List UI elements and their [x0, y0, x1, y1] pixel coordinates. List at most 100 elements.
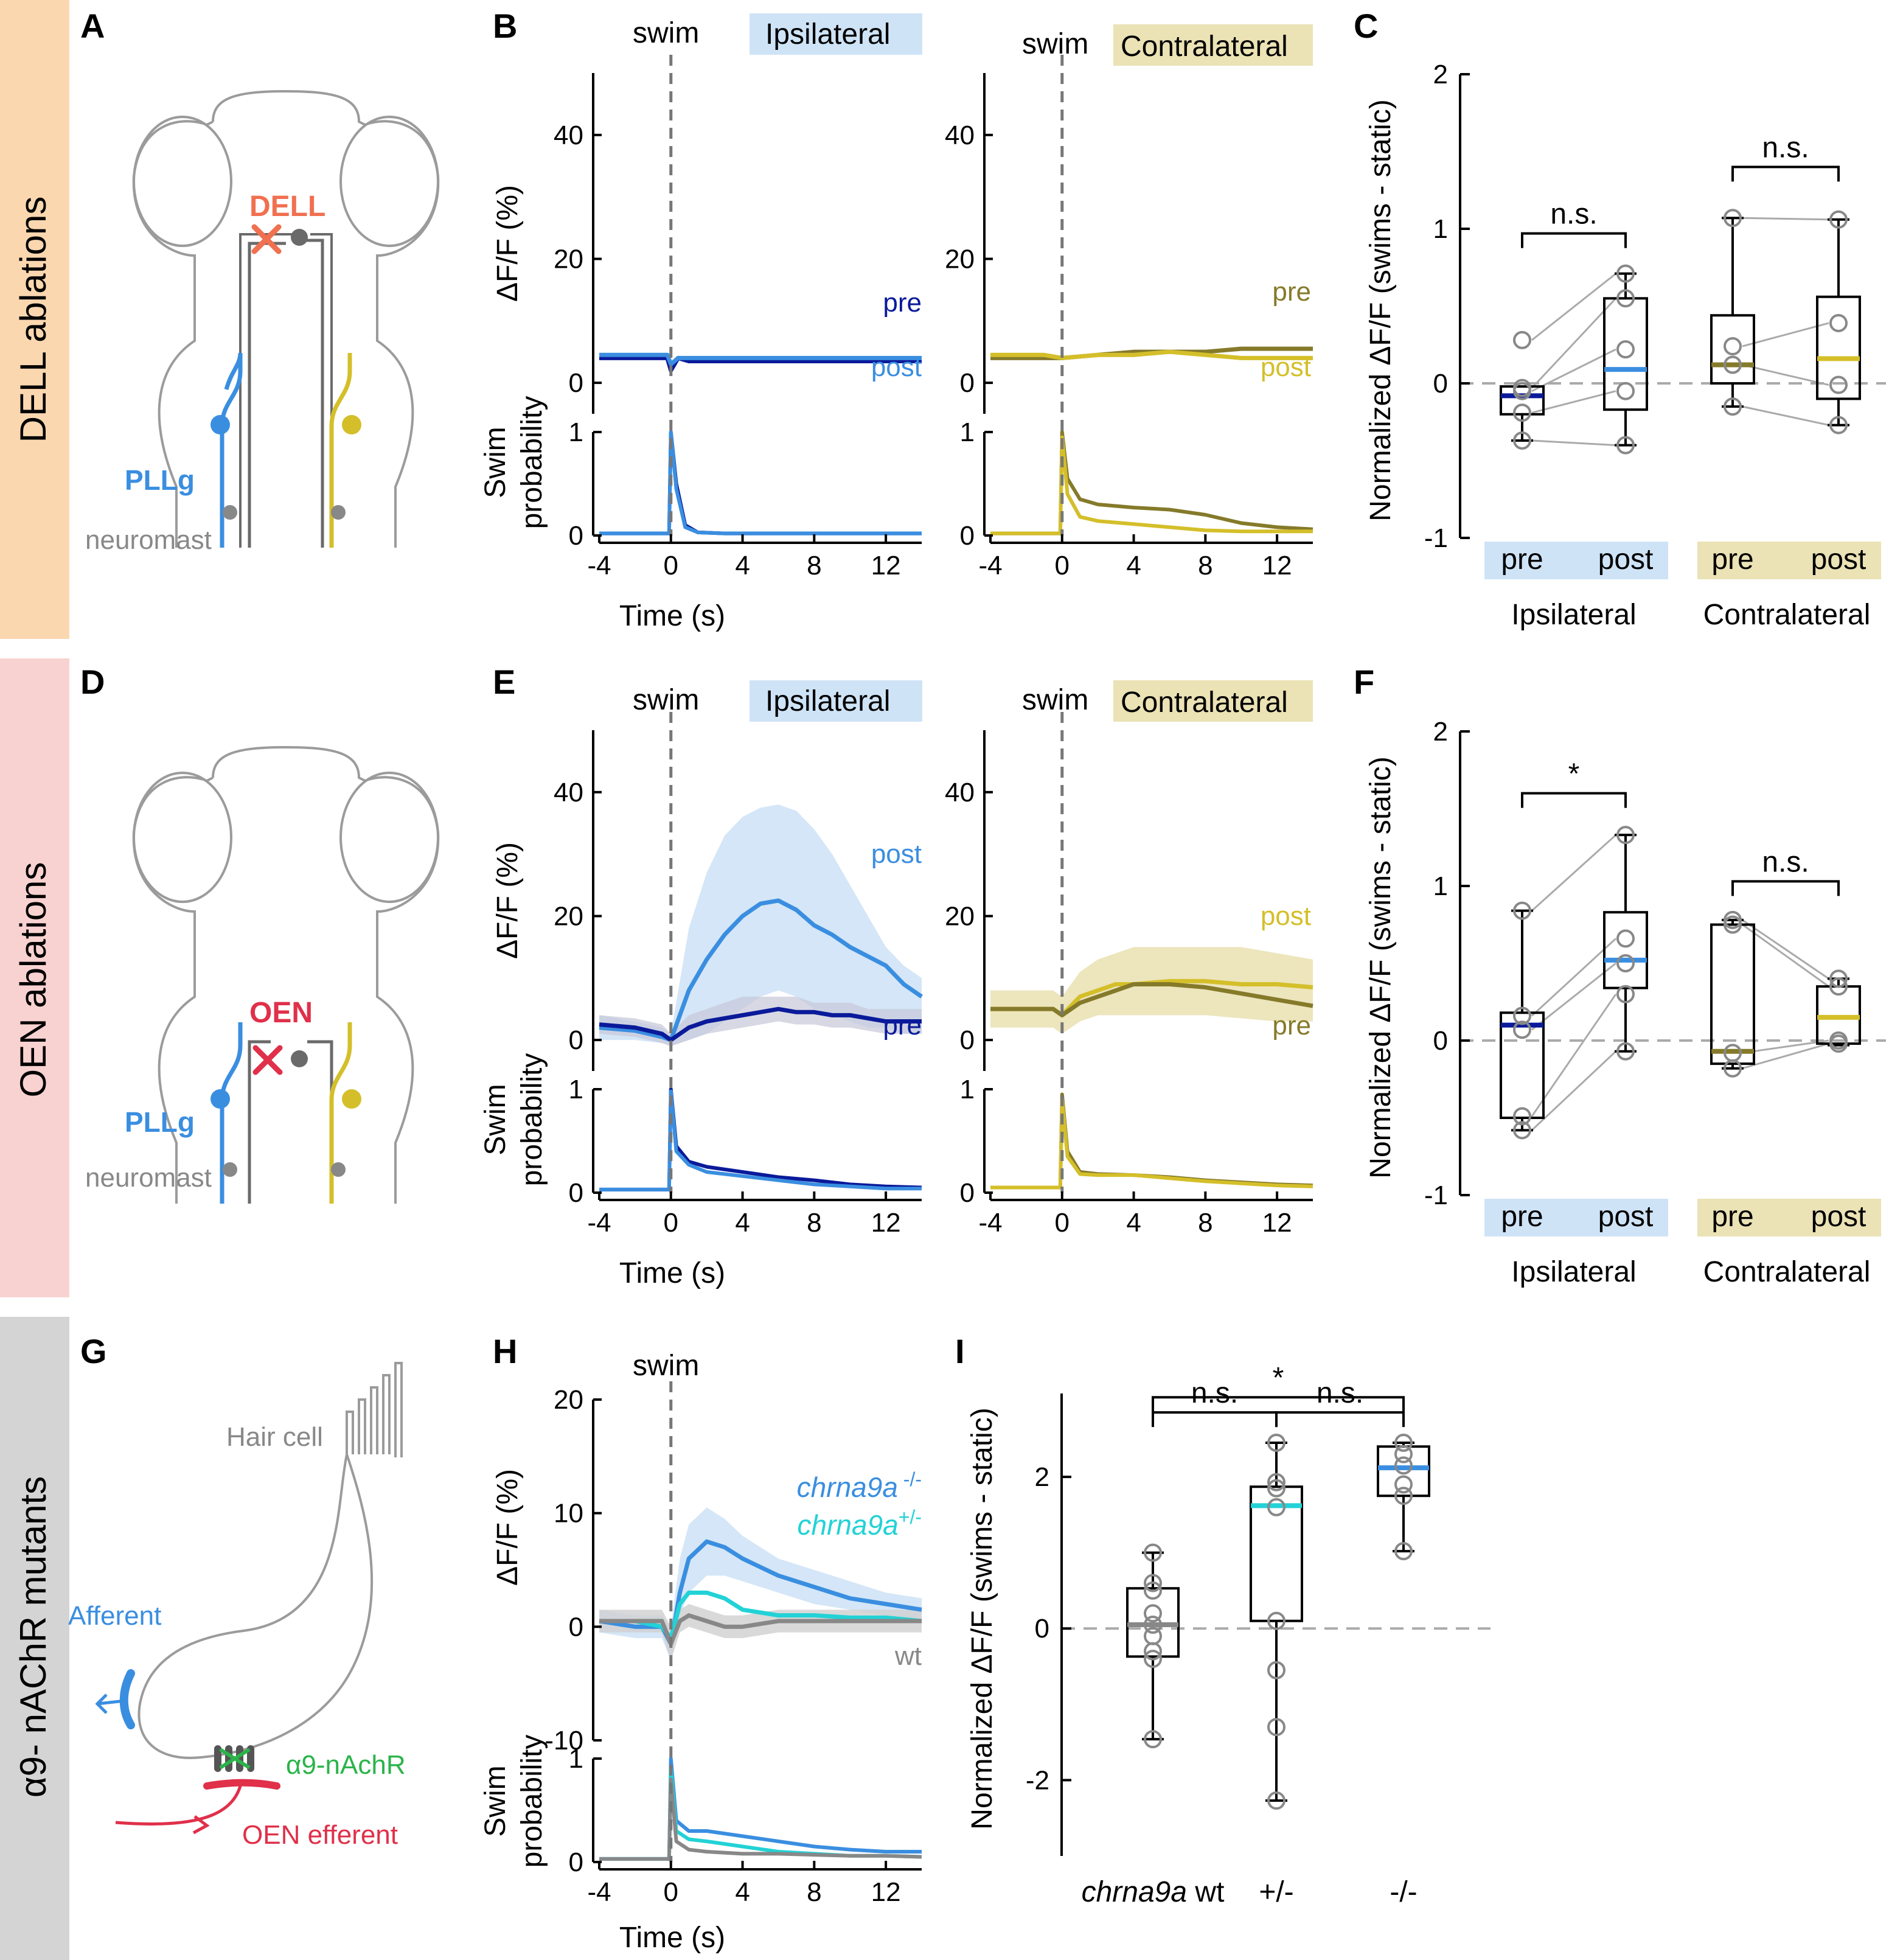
y-tick-label-2: 40	[945, 120, 975, 150]
panel-letter-d: D	[80, 663, 105, 701]
point-0-1	[1513, 1006, 1531, 1025]
b-xlabel: Time (s)	[619, 600, 725, 632]
point-2-1	[1394, 1445, 1413, 1463]
prob-tick-label-0: 0	[569, 1847, 583, 1877]
point-3-3	[1829, 416, 1848, 434]
panel-letter-i: I	[955, 1332, 965, 1370]
right-eye-d	[339, 772, 439, 903]
b-ipsi-header-bg	[750, 13, 922, 55]
prob-tick-label-1: 1	[960, 417, 975, 447]
h-swim-label: swim	[633, 1350, 699, 1382]
y-tick-label-0: -1	[1424, 1181, 1448, 1210]
sig-label-0: *	[1568, 758, 1580, 790]
pair-line-0-4	[1531, 1050, 1617, 1131]
e-contra-pre-label: pre	[1272, 1011, 1311, 1041]
efferent-terminal	[203, 1779, 280, 1790]
point-2-1	[1724, 337, 1742, 356]
y-tick-label-0: 0	[569, 1025, 583, 1055]
f-x-contra: Contralateral	[1703, 1256, 1871, 1288]
stereocilia-icon	[346, 1362, 403, 1457]
y-tick-label-0: 0	[960, 368, 975, 398]
panel-letter-b: B	[493, 7, 517, 45]
point-3-1	[1829, 977, 1848, 996]
y-tick-label-0: -2	[1026, 1765, 1049, 1795]
y-tick-label-1: 20	[554, 901, 583, 931]
dell-ablation-cross	[251, 224, 282, 254]
box-2	[1710, 314, 1755, 385]
point-0-4	[1513, 1121, 1531, 1140]
panel-letter-f: F	[1354, 663, 1374, 701]
i-x-het: +/-	[1259, 1876, 1293, 1908]
c-x-pre-contra: pre	[1711, 543, 1753, 576]
prob-line-0	[599, 430, 922, 535]
sig-label-1: n.s.	[1762, 846, 1809, 878]
pllg-label-d: PLLg	[125, 1106, 195, 1138]
larva-head-outline	[132, 89, 440, 548]
row-band-top	[0, 0, 69, 639]
prob-line-1	[990, 435, 1313, 535]
series-line-1	[599, 1006, 922, 1042]
b-ipsi-post-label: post	[871, 352, 922, 382]
row-label-top-text: DELL ablations	[13, 197, 54, 443]
c-contra-xbg	[1697, 542, 1881, 579]
x-tick-label-1: 0	[664, 1877, 678, 1907]
point-0-3	[1513, 403, 1531, 422]
point-1-3	[1267, 1498, 1285, 1516]
left-neuromast-d	[223, 1162, 237, 1177]
panel-letter-e: E	[493, 663, 515, 701]
larva-head-outline-d	[132, 745, 440, 1204]
point-1-4	[1616, 436, 1635, 455]
b-contra-post-label: post	[1261, 352, 1311, 382]
point-3-3	[1829, 1034, 1848, 1053]
x-tick-label-3: 8	[807, 551, 821, 581]
x-tick-label-4: 12	[1262, 551, 1292, 581]
y-tick-label-2: 40	[945, 778, 975, 807]
point-2-1	[1724, 915, 1742, 934]
h-xlabel: Time (s)	[619, 1922, 725, 1954]
point-0-5	[1144, 1627, 1162, 1645]
e-xlabel: Time (s)	[619, 1257, 725, 1289]
prob-line-0	[599, 1757, 922, 1861]
point-1-2	[1616, 954, 1635, 972]
prob-tick-label-0: 0	[960, 1178, 975, 1208]
x-tick-label-0: -4	[978, 551, 1002, 581]
left-pllg-afferent	[220, 352, 243, 548]
box-0	[1500, 385, 1545, 416]
c-x-contra: Contralateral	[1703, 599, 1871, 631]
i-x-ko: -/-	[1390, 1876, 1417, 1908]
y-tick-label-2: 10	[554, 1499, 583, 1529]
y-tick-label-2: 40	[554, 778, 583, 807]
pair-line-1-3	[1742, 1042, 1829, 1070]
b-contra-header-bg	[1113, 24, 1313, 66]
sig-label-0: n.s.	[1550, 198, 1597, 231]
sig-bracket-0	[1152, 1411, 1278, 1428]
pair-line-1-3	[1742, 405, 1829, 427]
e-ipsi-post-label: post	[871, 839, 922, 869]
c-x-ipsi: Ipsilateral	[1511, 599, 1636, 631]
pair-line-0-4	[1531, 439, 1616, 447]
pair-line-1-0	[1742, 217, 1829, 221]
pllg-label: PLLg	[125, 464, 195, 496]
prob-line-0	[990, 430, 1313, 535]
point-1-2	[1616, 340, 1635, 359]
x-tick-label-4: 12	[871, 551, 901, 581]
right-pllg-soma	[342, 415, 361, 434]
pair-line-1-2	[1742, 364, 1829, 386]
point-1-1	[1616, 289, 1635, 308]
e-contra-header: Contralateral	[1121, 686, 1288, 719]
f-x-pre-ipsi: pre	[1501, 1201, 1543, 1233]
x-tick-label-0: -4	[978, 1208, 1002, 1238]
oen-soma	[291, 1050, 308, 1067]
prob-line-1	[599, 430, 922, 535]
h-het-sup: +/-	[899, 1506, 922, 1528]
b-ipsi-swim-label: swim	[633, 17, 699, 49]
point-3-0	[1829, 969, 1848, 988]
left-neuromast	[223, 505, 237, 520]
point-0-0	[1513, 901, 1531, 920]
series-line-1	[990, 982, 1313, 1017]
